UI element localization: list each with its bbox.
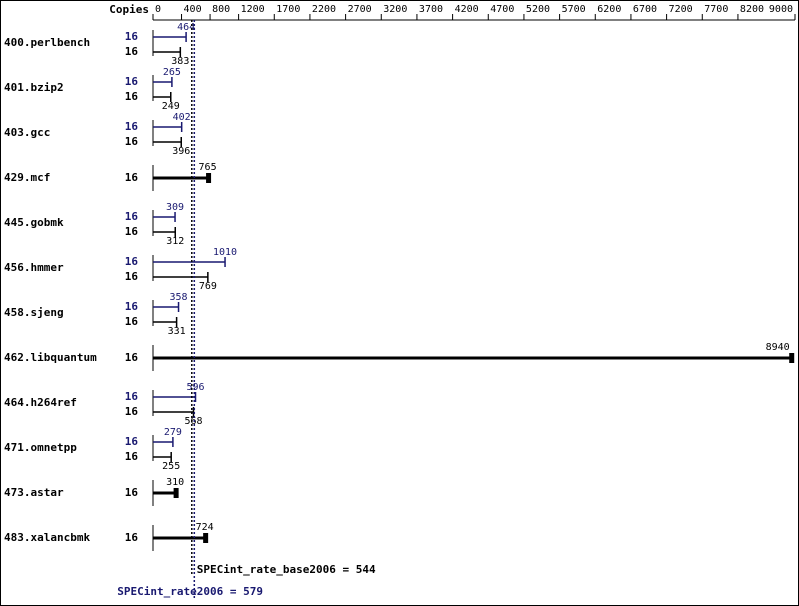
category-label: 401.bzip2: [4, 81, 64, 94]
copies-label: 16: [125, 486, 139, 499]
x-tick-label: 2200: [312, 4, 336, 15]
category-label: 473.astar: [4, 486, 64, 499]
x-tick-label: 5700: [562, 4, 586, 15]
copies-label: 16: [125, 30, 139, 43]
copies-label: 16: [125, 531, 139, 544]
bar: [153, 77, 173, 87]
bar: [153, 137, 182, 147]
value-label: 765: [199, 162, 217, 173]
copies-label: 16: [125, 300, 139, 313]
value-label: 464: [177, 22, 195, 33]
x-tick-label: 6200: [597, 4, 621, 15]
x-tick-label: 0: [155, 4, 161, 15]
value-label: 310: [166, 477, 184, 488]
x-tick-label: 7200: [669, 4, 693, 15]
value-label: 265: [163, 67, 181, 78]
category-label: 483.xalancbmk: [4, 531, 90, 544]
x-tick-label: 1700: [276, 4, 300, 15]
category-label: 458.sjeng: [4, 306, 64, 319]
reference-label: SPECint_rate_base2006 = 544: [197, 563, 376, 576]
copies-label: 16: [125, 171, 139, 184]
copies-label: 16: [125, 255, 139, 268]
value-label: 1010: [213, 247, 237, 258]
bar: [153, 353, 795, 363]
value-label: 769: [199, 281, 217, 292]
value-label: 312: [166, 236, 184, 247]
value-label: 331: [168, 326, 186, 337]
value-label: 596: [186, 382, 204, 393]
x-tick-label: 8200: [740, 4, 764, 15]
bar: [153, 437, 174, 447]
copies-label: 16: [125, 351, 139, 364]
x-tick-label: 6700: [633, 4, 657, 15]
bar: [153, 302, 180, 312]
copies-label: 16: [125, 135, 139, 148]
copies-label: 16: [125, 210, 139, 223]
bar: [153, 32, 187, 42]
bar: [153, 488, 179, 498]
bar: [153, 272, 209, 282]
category-label: 429.mcf: [4, 171, 50, 184]
bar: [153, 257, 226, 267]
category-label: 403.gcc: [4, 126, 50, 139]
value-label: 255: [162, 461, 180, 472]
x-tick-label: 5200: [526, 4, 550, 15]
copies-label: 16: [125, 225, 139, 238]
bar: [153, 317, 178, 327]
copies-label: 16: [125, 405, 139, 418]
value-label: 724: [196, 522, 214, 533]
bar: [153, 212, 176, 222]
x-tick-label: 3700: [419, 4, 443, 15]
x-tick-label: 800: [212, 4, 230, 15]
category-label: 464.h264ref: [4, 396, 77, 409]
value-label: 279: [164, 427, 182, 438]
bar: [153, 533, 209, 543]
reference-label: SPECint_rate2006 = 579: [117, 585, 263, 598]
copies-label: 16: [125, 120, 139, 133]
copies-label: 16: [125, 75, 139, 88]
copies-label: 16: [125, 390, 139, 403]
copies-header: Copies: [109, 3, 149, 16]
x-tick-label: 9000: [769, 4, 793, 15]
bar: [153, 407, 195, 417]
copies-label: 16: [125, 435, 139, 448]
bar: [153, 47, 182, 57]
x-tick-label: 4700: [490, 4, 514, 15]
x-tick-label: 1200: [241, 4, 265, 15]
bar: [153, 92, 172, 102]
x-tick-label: 2700: [348, 4, 372, 15]
category-label: 471.omnetpp: [4, 441, 77, 454]
value-label: 358: [170, 292, 188, 303]
category-label: 462.libquantum: [4, 351, 97, 364]
copies-label: 16: [125, 315, 139, 328]
bar: [153, 392, 197, 402]
x-tick-label: 7700: [704, 4, 728, 15]
x-tick-label: 3200: [383, 4, 407, 15]
copies-label: 16: [125, 90, 139, 103]
value-label: 383: [171, 56, 189, 67]
bar: [153, 122, 183, 132]
copies-label: 16: [125, 270, 139, 283]
category-label: 445.gobmk: [4, 216, 64, 229]
bar: [153, 227, 177, 237]
value-label: 249: [162, 101, 180, 112]
category-label: 456.hmmer: [4, 261, 64, 274]
bar: [153, 452, 172, 462]
value-label: 396: [172, 146, 190, 157]
copies-label: 16: [125, 45, 139, 58]
value-label: 309: [166, 202, 184, 213]
x-tick-label: 4200: [455, 4, 479, 15]
category-label: 400.perlbench: [4, 36, 90, 49]
value-label: 568: [184, 416, 202, 427]
value-label: 402: [173, 112, 191, 123]
value-label: 8940: [766, 342, 790, 353]
bar: [153, 173, 212, 183]
copies-label: 16: [125, 450, 139, 463]
x-tick-label: 400: [184, 4, 202, 15]
